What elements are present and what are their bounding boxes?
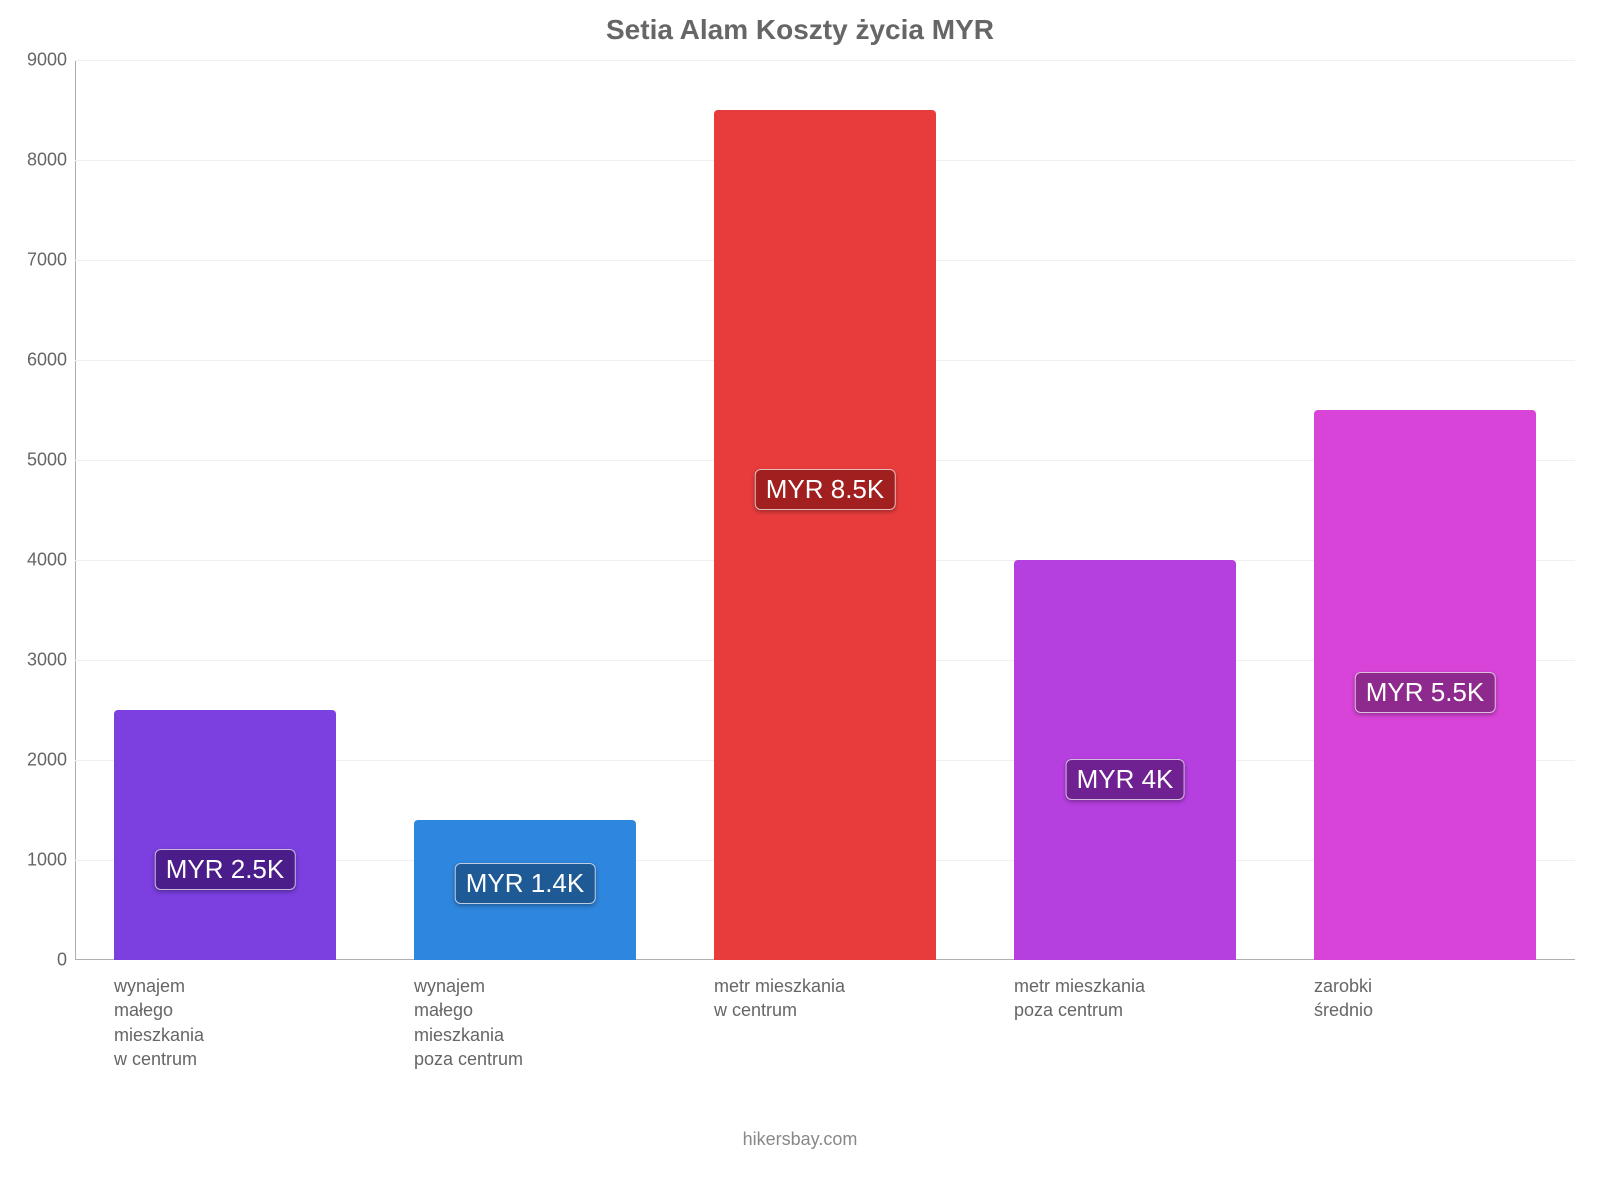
attribution-text: hikersbay.com	[0, 1129, 1600, 1150]
plot-area: 0100020003000400050006000700080009000MYR…	[75, 60, 1575, 960]
bar-value-label: MYR 4K	[1066, 759, 1185, 800]
y-tick-label: 9000	[27, 50, 75, 71]
y-axis-line	[75, 60, 76, 960]
chart-container: Setia Alam Koszty życia MYR 010002000300…	[0, 0, 1600, 1200]
bar: MYR 1.4K	[414, 820, 636, 960]
bar: MYR 8.5K	[714, 110, 936, 960]
y-tick-label: 1000	[27, 850, 75, 871]
bar: MYR 4K	[1014, 560, 1236, 960]
x-tick-label: metr mieszkania w centrum	[714, 960, 936, 1023]
x-tick-label: wynajem małego mieszkania w centrum	[114, 960, 336, 1071]
bar-value-label: MYR 2.5K	[155, 849, 296, 890]
bar-value-label: MYR 5.5K	[1355, 672, 1496, 713]
x-tick-label: wynajem małego mieszkania poza centrum	[414, 960, 636, 1071]
x-tick-label: zarobki średnio	[1314, 960, 1536, 1023]
bar-value-label: MYR 8.5K	[755, 469, 896, 510]
y-tick-label: 4000	[27, 550, 75, 571]
y-tick-label: 7000	[27, 250, 75, 271]
chart-title: Setia Alam Koszty życia MYR	[0, 14, 1600, 46]
y-tick-label: 6000	[27, 350, 75, 371]
y-tick-label: 3000	[27, 650, 75, 671]
bar: MYR 5.5K	[1314, 410, 1536, 960]
y-tick-label: 8000	[27, 150, 75, 171]
y-tick-label: 0	[57, 950, 75, 971]
y-tick-label: 2000	[27, 750, 75, 771]
y-tick-label: 5000	[27, 450, 75, 471]
grid-line	[75, 60, 1575, 61]
bar-value-label: MYR 1.4K	[455, 863, 596, 904]
bar: MYR 2.5K	[114, 710, 336, 960]
x-tick-label: metr mieszkania poza centrum	[1014, 960, 1236, 1023]
